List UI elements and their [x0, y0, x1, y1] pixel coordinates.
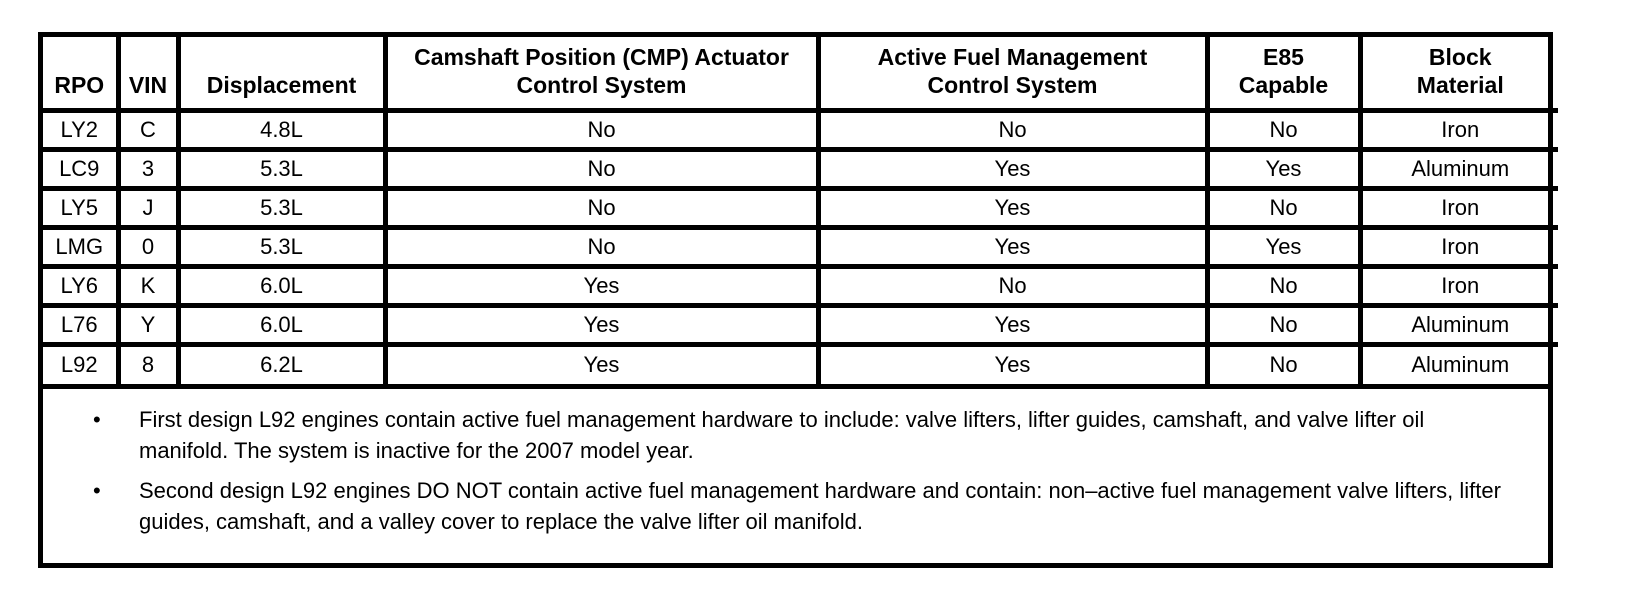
cell-rpo: LY5	[40, 186, 121, 230]
cell-rpo: LMG	[40, 225, 121, 269]
cell-block: Iron	[1357, 225, 1561, 269]
cell-cmp: No	[382, 108, 821, 152]
column-header-e85: E85 Capable	[1204, 34, 1363, 113]
cell-cmp: Yes	[382, 342, 821, 386]
cell-cmp: No	[382, 225, 821, 269]
cell-e85: No	[1204, 303, 1363, 347]
cell-cmp: Yes	[382, 264, 821, 308]
bullet-icon: •	[93, 477, 101, 503]
note-item-second-design: • Second design L92 engines DO NOT conta…	[93, 475, 1508, 537]
cell-afm: Yes	[815, 147, 1210, 191]
cell-block: Iron	[1357, 186, 1561, 230]
cell-vin: K	[115, 264, 181, 308]
engine-spec-table: RPO VIN Displacement Camshaft Position (…	[40, 34, 1561, 386]
engine-spec-box: RPO VIN Displacement Camshaft Position (…	[38, 32, 1561, 568]
cell-cmp: No	[382, 186, 821, 230]
cell-cmp: No	[382, 147, 821, 191]
cell-vin: 0	[115, 225, 181, 269]
cell-block: Iron	[1357, 264, 1561, 308]
note-text: First design L92 engines contain active …	[139, 406, 1425, 463]
table-row-ly5: LY5 J 5.3L No Yes No Iron	[40, 186, 1561, 230]
column-header-rpo: RPO	[40, 34, 121, 113]
cell-e85: No	[1204, 186, 1363, 230]
cell-afm: Yes	[815, 186, 1210, 230]
note-item-first-design: • First design L92 engines contain activ…	[93, 404, 1508, 466]
cell-rpo: L76	[40, 303, 121, 347]
cell-afm: No	[815, 264, 1210, 308]
cell-displacement: 5.3L	[175, 225, 388, 269]
cell-e85: Yes	[1204, 147, 1363, 191]
cell-rpo: LY6	[40, 264, 121, 308]
column-header-block: Block Material	[1357, 34, 1561, 113]
cell-vin: 3	[115, 147, 181, 191]
note-text: Second design L92 engines DO NOT contain…	[139, 477, 1501, 534]
notes-section: • First design L92 engines contain activ…	[43, 383, 1548, 564]
table-row-lmg: LMG 0 5.3L No Yes Yes Iron	[40, 225, 1561, 269]
cell-block: Aluminum	[1357, 147, 1561, 191]
cell-vin: Y	[115, 303, 181, 347]
column-header-afm: Active Fuel Management Control System	[815, 34, 1210, 113]
cell-displacement: 6.0L	[175, 264, 388, 308]
table-row-l92: L92 8 6.2L Yes Yes No Aluminum	[40, 342, 1561, 386]
cell-afm: No	[815, 108, 1210, 152]
column-header-cmp-actuator: Camshaft Position (CMP) Actuator Control…	[382, 34, 821, 113]
cell-e85: No	[1204, 108, 1363, 152]
table-row-lc9: LC9 3 5.3L No Yes Yes Aluminum	[40, 147, 1561, 191]
cell-vin: 8	[115, 342, 181, 386]
cell-e85: No	[1204, 342, 1363, 386]
cell-rpo: LC9	[40, 147, 121, 191]
cell-e85: Yes	[1204, 225, 1363, 269]
column-header-vin: VIN	[115, 34, 181, 113]
cell-block: Aluminum	[1357, 303, 1561, 347]
table-row-ly6: LY6 K 6.0L Yes No No Iron	[40, 264, 1561, 308]
cell-vin: C	[115, 108, 181, 152]
bullet-icon: •	[93, 406, 101, 432]
cell-block: Aluminum	[1357, 342, 1561, 386]
cell-rpo: L92	[40, 342, 121, 386]
cell-vin: J	[115, 186, 181, 230]
table-row-ly2: LY2 C 4.8L No No No Iron	[40, 108, 1561, 152]
cell-displacement: 6.0L	[175, 303, 388, 347]
header-row: RPO VIN Displacement Camshaft Position (…	[40, 34, 1561, 113]
cell-afm: Yes	[815, 303, 1210, 347]
cell-afm: Yes	[815, 342, 1210, 386]
cell-displacement: 5.3L	[175, 186, 388, 230]
cell-displacement: 5.3L	[175, 147, 388, 191]
table-row-l76: L76 Y 6.0L Yes Yes No Aluminum	[40, 303, 1561, 347]
cell-displacement: 4.8L	[175, 108, 388, 152]
cell-afm: Yes	[815, 225, 1210, 269]
cell-e85: No	[1204, 264, 1363, 308]
cell-rpo: LY2	[40, 108, 121, 152]
column-header-displacement: Displacement	[175, 34, 388, 113]
cell-cmp: Yes	[382, 303, 821, 347]
cell-block: Iron	[1357, 108, 1561, 152]
cell-displacement: 6.2L	[175, 342, 388, 386]
